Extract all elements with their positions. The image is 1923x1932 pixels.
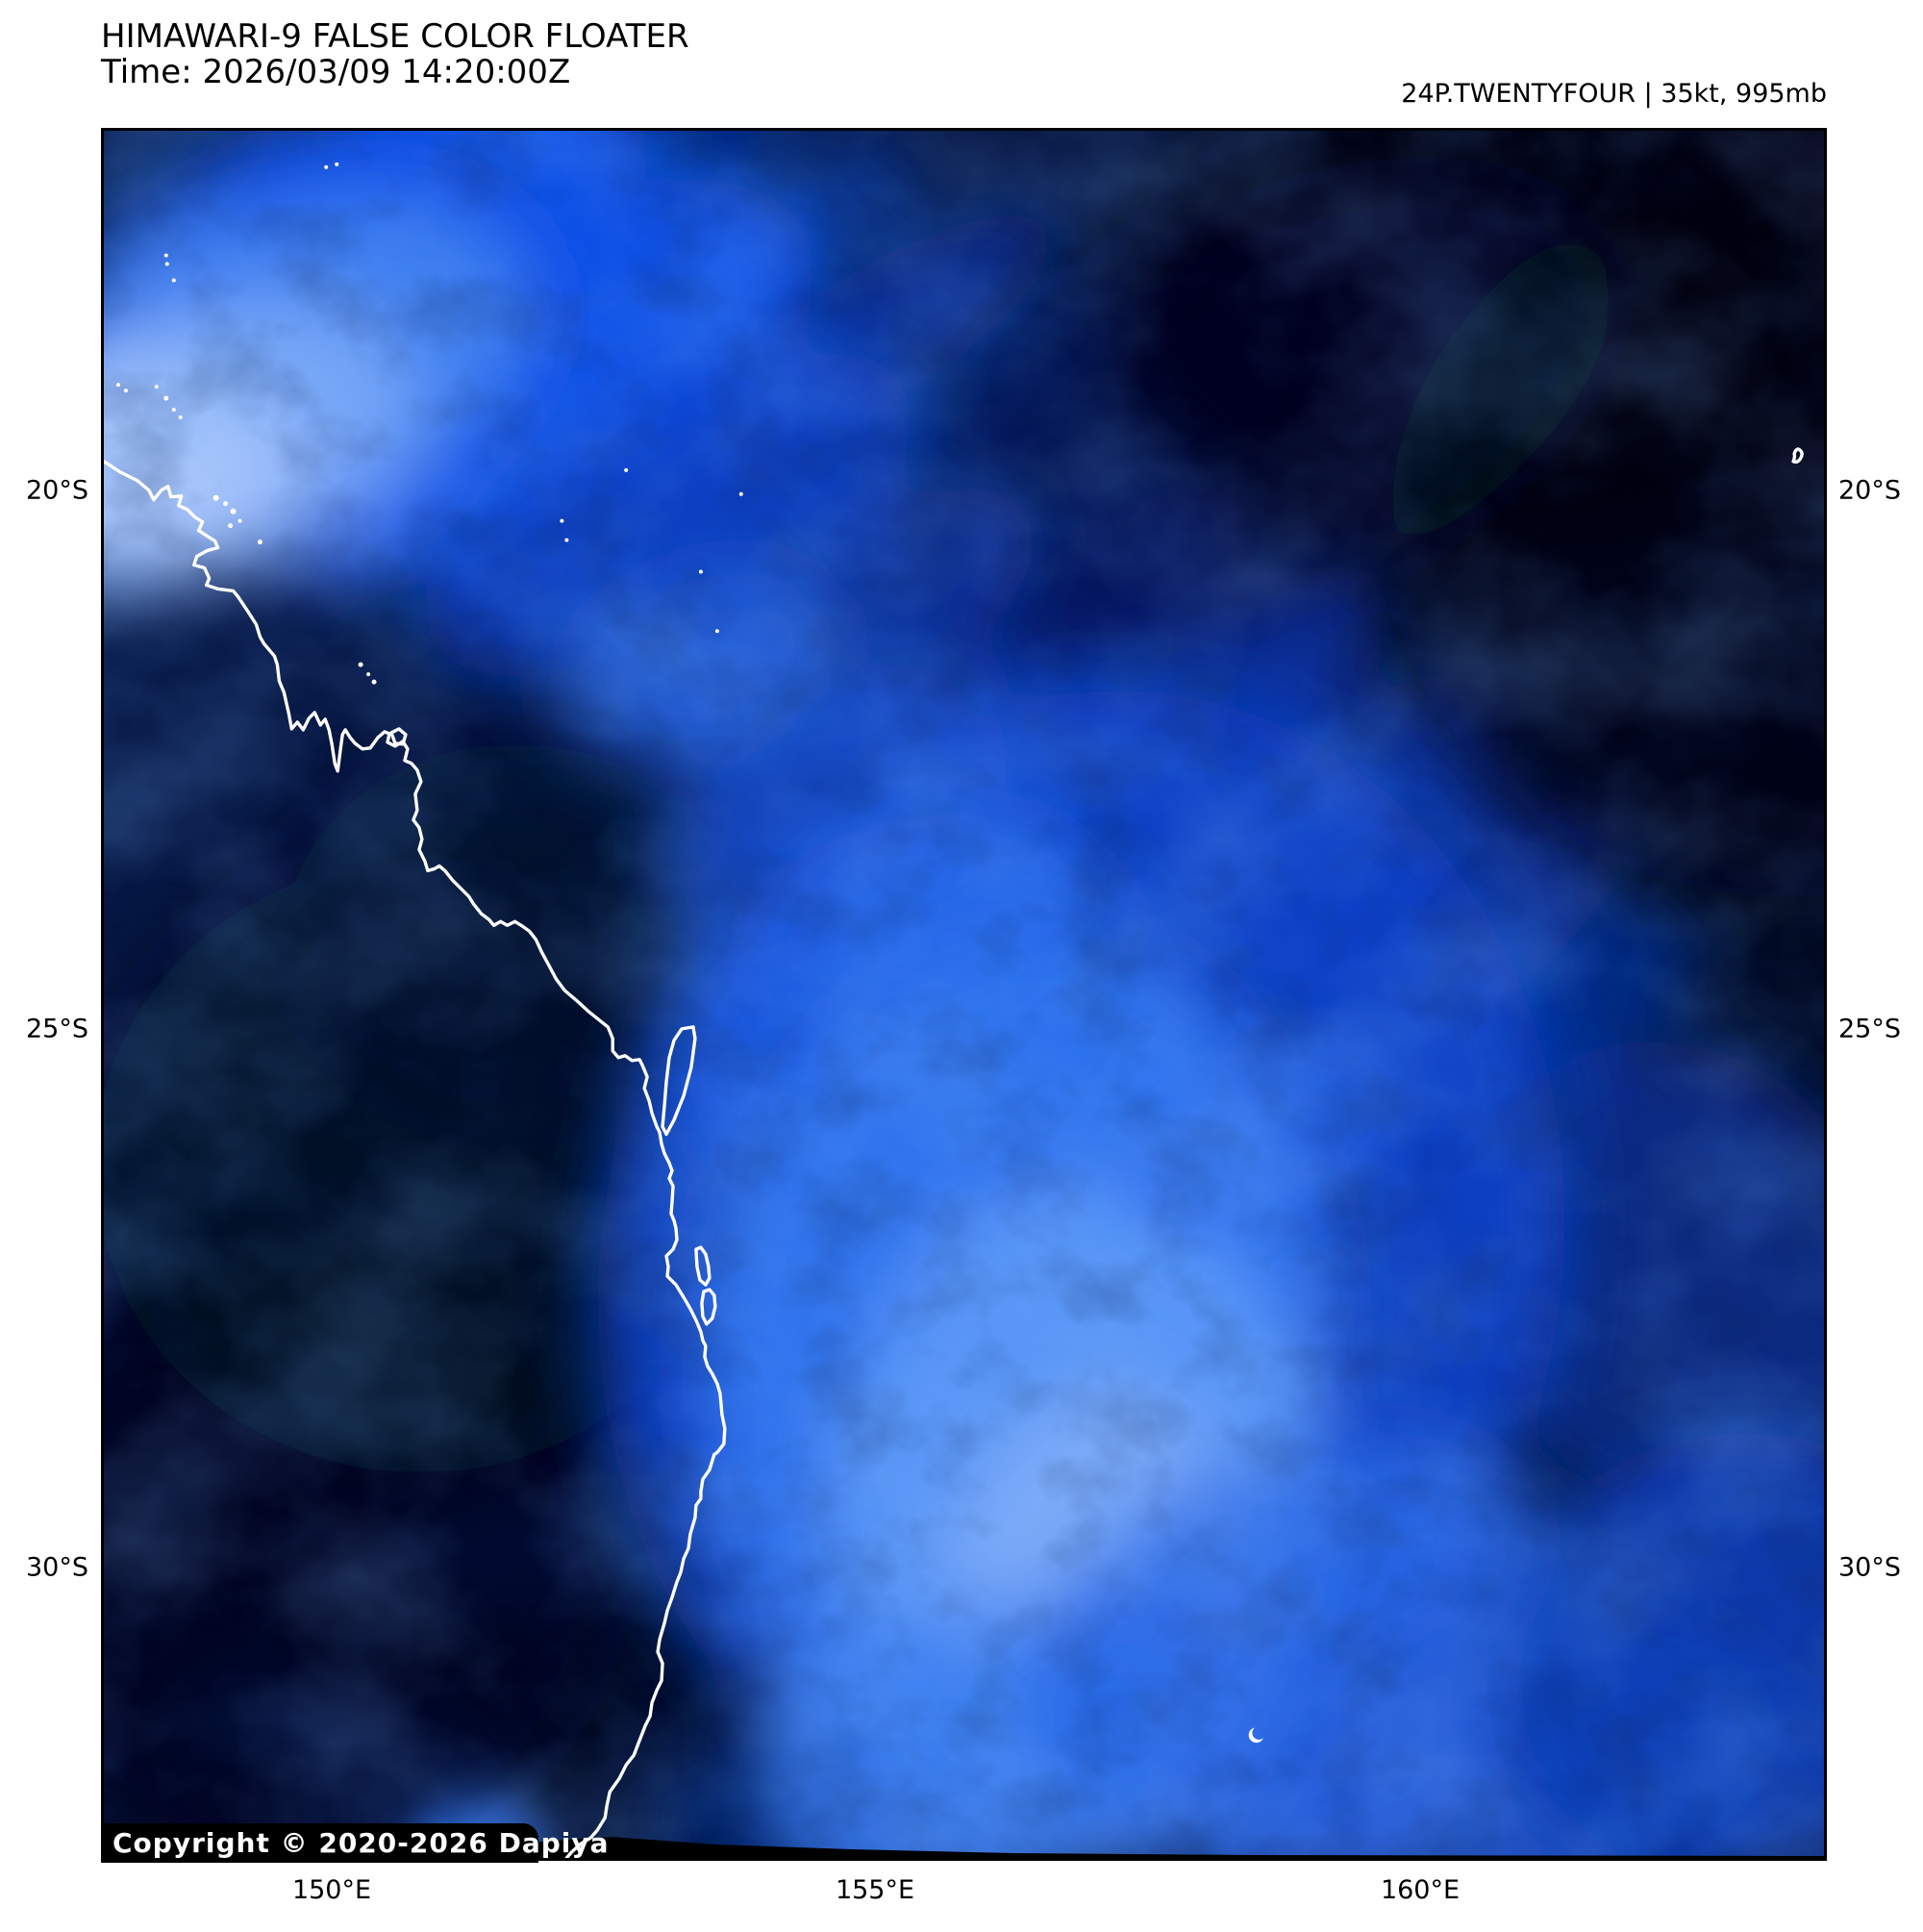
coastline-moreton-island — [694, 1245, 712, 1287]
cloud-texture-dark — [104, 131, 1824, 1858]
satellite-image — [104, 131, 1824, 1858]
lat-label-left-30s: 30°S — [26, 1552, 88, 1583]
lat-label-right-30s: 30°S — [1838, 1552, 1901, 1583]
copyright-text: Copyright © 2020-2026 Dapiya — [112, 1827, 610, 1859]
lon-label-155e: 155°E — [835, 1875, 915, 1905]
island-specks — [115, 162, 1263, 1744]
satellite-image-frame — [101, 128, 1827, 1861]
timestamp-label: Time: 2026/03/09 14:20:00Z — [101, 53, 571, 91]
coastline-stradbroke-island — [700, 1288, 717, 1326]
scan-edge-black-strip — [515, 1837, 1824, 1858]
coastline — [104, 447, 1804, 1858]
coastline-townshend-island — [389, 727, 408, 746]
coastline-fraser-island — [661, 1025, 697, 1137]
lon-label-150e: 150°E — [291, 1875, 372, 1905]
page-title: HIMAWARI-9 FALSE COLOR FLOATER — [101, 17, 689, 56]
storm-info-label: 24P.TWENTYFOUR | 35kt, 995mb — [1401, 79, 1827, 109]
coastline-mainland — [104, 460, 727, 1858]
lat-label-right-25s: 25°S — [1838, 1014, 1901, 1044]
island-right-edge — [1791, 447, 1804, 464]
copyright-banner: Copyright © 2020-2026 Dapiya — [101, 1823, 609, 1863]
island-lord-howe — [1248, 1727, 1263, 1744]
lon-label-160e: 160°E — [1380, 1875, 1461, 1905]
lat-label-left-20s: 20°S — [26, 475, 88, 506]
lat-label-right-20s: 20°S — [1838, 475, 1901, 506]
lat-label-left-25s: 25°S — [26, 1014, 88, 1044]
